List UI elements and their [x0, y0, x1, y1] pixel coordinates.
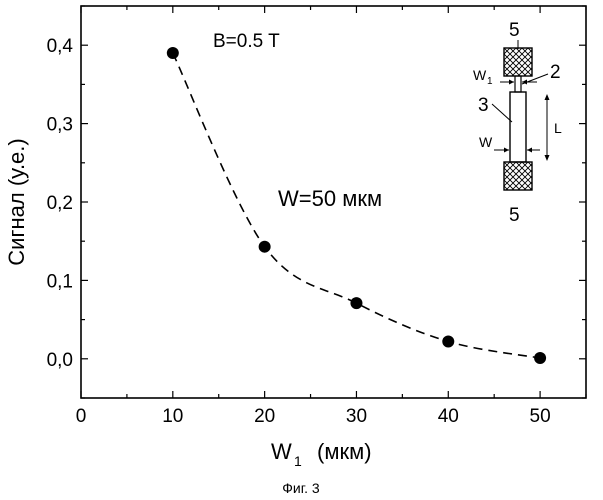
data-point — [259, 241, 271, 253]
data-point — [442, 336, 454, 348]
y-tick-label: 0,0 — [47, 350, 73, 371]
inset-contact-bottom — [504, 162, 532, 190]
x-tick-label: 40 — [438, 406, 459, 427]
inset-arrowhead-l-bottom — [545, 155, 550, 161]
inset-neck — [515, 76, 521, 92]
inset-label-w1-sub: 1 — [487, 76, 493, 87]
x-tick-labels: 0 10 20 30 40 50 — [76, 406, 551, 427]
x-tick-label: 10 — [162, 406, 183, 427]
y-tick-labels: 0,0 0,1 0,2 0,3 0,4 — [47, 36, 74, 371]
inset-label-l: L — [554, 120, 562, 136]
annotation-field: B=0.5 T — [213, 31, 280, 52]
data-point — [350, 297, 362, 309]
inset-arrowhead-w-right — [527, 148, 532, 153]
figure-caption: Фиг. 3 — [282, 480, 320, 496]
inset-label-bottom: 5 — [509, 205, 520, 226]
inset-label-w: W — [479, 134, 493, 150]
inset-label-top: 5 — [509, 20, 520, 41]
inset-label-3: 3 — [478, 95, 489, 116]
x-tick-label: 20 — [254, 406, 275, 427]
y-tick-label: 0,3 — [47, 115, 73, 136]
x-tick-label: 30 — [346, 406, 367, 427]
y-tick-label: 0,1 — [47, 271, 73, 292]
x-tick-label: 0 — [76, 406, 87, 427]
inset-strip — [510, 92, 526, 162]
x-axis-title-main: W — [271, 439, 292, 464]
x-tick-label: 50 — [530, 406, 551, 427]
inset-label-2: 2 — [550, 62, 561, 83]
x-axis-title-unit: (мкм) — [317, 439, 372, 464]
inset-arrowhead-l-top — [545, 94, 550, 100]
y-tick-label: 0,2 — [47, 193, 73, 214]
data-point — [534, 352, 546, 364]
y-tick-label: 0,4 — [47, 36, 74, 57]
inset-contact-top — [504, 48, 532, 76]
y-axis-title: Сигнал (у.е.) — [4, 138, 29, 265]
inset-diagram: 5 5 2 3 W 1 W L — [473, 20, 562, 226]
x-axis-title-sub: 1 — [294, 453, 302, 469]
inset-leader-3 — [492, 104, 512, 122]
inset-arrowhead-w1-left — [509, 80, 514, 85]
x-axis-title: W 1 (мкм) — [271, 439, 372, 469]
inset-label-w1: W — [473, 67, 487, 83]
data-point — [167, 47, 179, 59]
inset-arrowhead-w-left — [504, 148, 509, 153]
annotation-width: W=50 мкм — [278, 186, 382, 211]
